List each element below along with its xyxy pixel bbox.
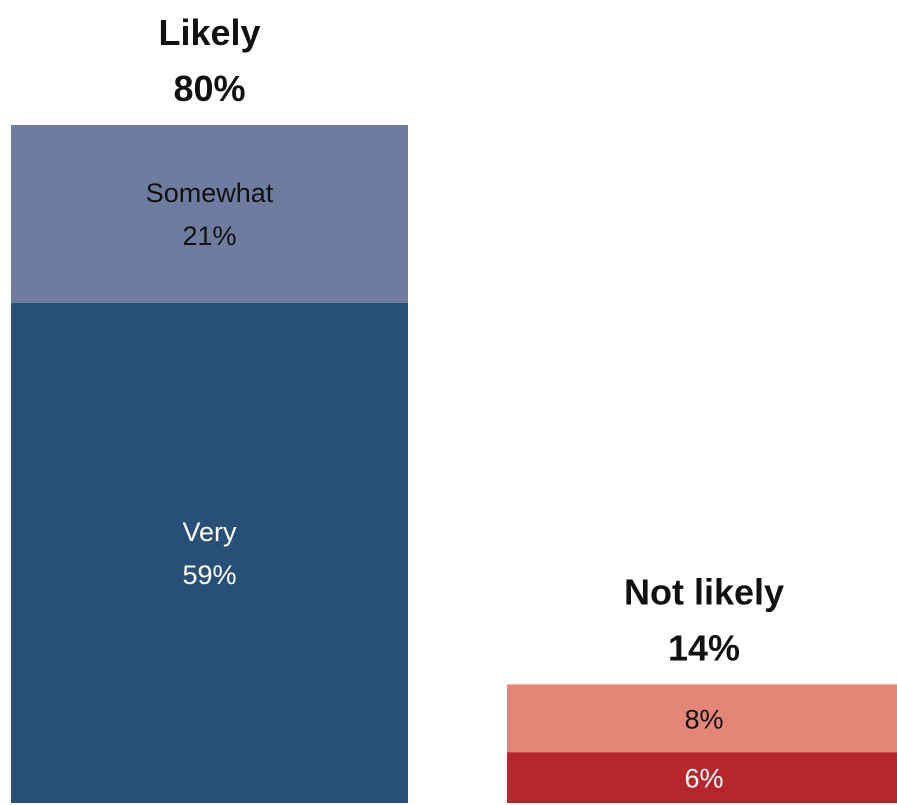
segment-value-label: 59%: [182, 560, 236, 590]
segment-label: Somewhat: [146, 178, 274, 208]
bar-segment-likely-very: [11, 302, 408, 803]
bar-segment-not-likely-1: [507, 684, 897, 753]
segment-value-label: 8%: [684, 704, 723, 734]
segment-label: Very: [182, 517, 237, 547]
bar-group-not-likely: 6% 8% Not likely 14%: [507, 571, 897, 803]
segment-value-label: 6%: [684, 764, 723, 794]
bar-segment-likely-somewhat: [11, 125, 408, 303]
segment-value-label: 21%: [182, 221, 236, 251]
total-value-likely: 80%: [173, 68, 245, 109]
total-label-likely: Likely: [158, 12, 260, 53]
bar-segment-not-likely-0: [507, 752, 897, 803]
bar-group-likely: Very 59% Somewhat 21% Likely 80%: [11, 12, 408, 803]
total-value-not-likely: 14%: [668, 627, 740, 668]
total-label-not-likely: Not likely: [624, 571, 784, 612]
